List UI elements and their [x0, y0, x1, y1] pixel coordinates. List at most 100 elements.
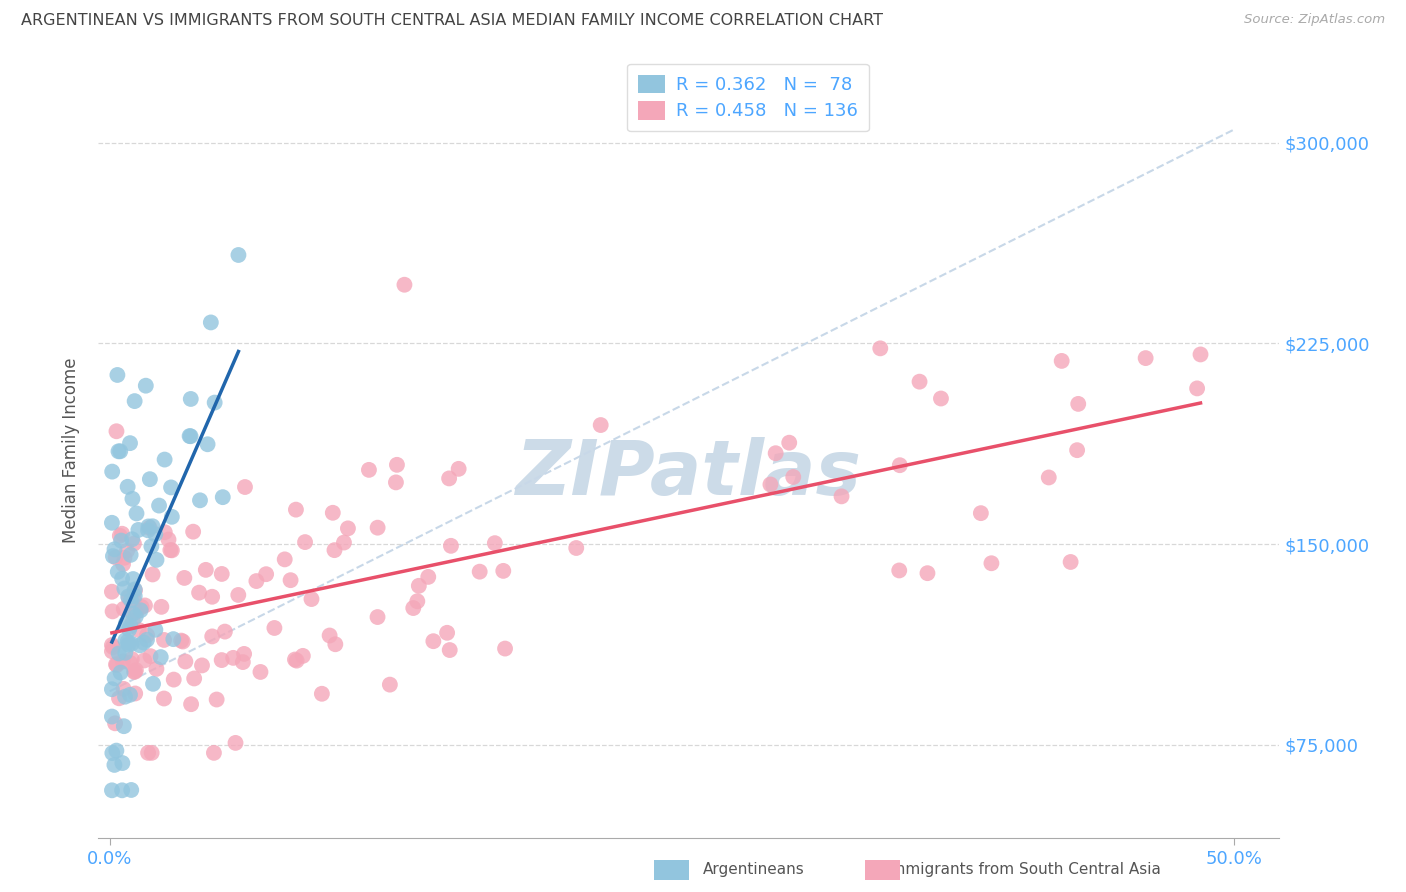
- Point: [318, 628, 340, 642]
- Point: [136, 628, 159, 642]
- Point: [439, 643, 461, 657]
- Point: [385, 475, 408, 490]
- Point: [301, 592, 323, 607]
- Point: [145, 553, 167, 567]
- Point: [107, 565, 129, 579]
- Point: [125, 507, 148, 521]
- Point: [114, 550, 136, 565]
- Point: [127, 523, 149, 537]
- Point: [103, 542, 125, 557]
- Point: [142, 567, 165, 582]
- Point: [134, 599, 156, 613]
- Point: [143, 527, 166, 541]
- Point: [1189, 347, 1212, 361]
- Point: [980, 556, 1002, 570]
- Point: [174, 655, 197, 669]
- Point: [284, 502, 307, 516]
- Point: [765, 446, 787, 460]
- Point: [112, 719, 135, 733]
- Point: [135, 378, 157, 392]
- Point: [117, 637, 139, 651]
- Point: [129, 638, 152, 652]
- Point: [274, 552, 297, 566]
- Point: [153, 525, 176, 540]
- Point: [778, 435, 800, 450]
- Point: [121, 637, 143, 651]
- Point: [385, 458, 408, 472]
- Point: [111, 756, 134, 770]
- Point: [1185, 381, 1208, 395]
- Point: [112, 601, 135, 615]
- Text: ARGENTINEAN VS IMMIGRANTS FROM SOUTH CENTRAL ASIA MEDIAN FAMILY INCOME CORRELATI: ARGENTINEAN VS IMMIGRANTS FROM SOUTH CEN…: [21, 13, 883, 29]
- Point: [336, 521, 359, 535]
- Text: Argentineans: Argentineans: [703, 863, 804, 877]
- Point: [134, 653, 156, 667]
- Point: [121, 652, 143, 666]
- Point: [211, 566, 233, 581]
- Point: [150, 599, 173, 614]
- Point: [170, 633, 193, 648]
- Point: [333, 535, 356, 549]
- Point: [125, 663, 148, 677]
- Point: [149, 650, 172, 665]
- Point: [323, 543, 346, 558]
- Point: [101, 549, 124, 563]
- Point: [107, 647, 129, 661]
- Point: [226, 588, 249, 602]
- Point: [136, 746, 159, 760]
- Point: [294, 535, 316, 549]
- Point: [759, 477, 782, 491]
- Point: [101, 783, 124, 797]
- Point: [104, 671, 127, 685]
- Point: [157, 533, 180, 547]
- Point: [1066, 443, 1088, 458]
- Point: [589, 418, 612, 433]
- Point: [141, 519, 163, 533]
- Point: [160, 543, 183, 558]
- Point: [484, 536, 506, 550]
- Point: [200, 315, 222, 329]
- Point: [122, 572, 145, 586]
- Point: [869, 342, 891, 356]
- Point: [121, 614, 143, 628]
- Point: [111, 783, 134, 797]
- Point: [145, 662, 167, 676]
- Point: [131, 600, 153, 615]
- Point: [107, 444, 129, 458]
- Point: [101, 709, 124, 723]
- Point: [254, 567, 277, 582]
- Point: [104, 550, 127, 565]
- Point: [233, 480, 256, 494]
- Point: [418, 570, 440, 584]
- Point: [108, 691, 131, 706]
- Point: [201, 629, 224, 643]
- Point: [970, 506, 993, 520]
- Point: [406, 594, 429, 608]
- Point: [180, 429, 202, 443]
- Point: [204, 395, 226, 409]
- Point: [105, 657, 128, 672]
- Point: [105, 658, 128, 673]
- Point: [122, 665, 145, 679]
- Point: [284, 652, 307, 666]
- Y-axis label: Median Family Income: Median Family Income: [62, 358, 80, 543]
- Point: [831, 489, 853, 503]
- Point: [782, 470, 804, 484]
- Point: [179, 429, 201, 443]
- Point: [112, 681, 135, 696]
- Point: [145, 623, 167, 637]
- Legend: R = 0.362   N =  78, R = 0.458   N = 136: R = 0.362 N = 78, R = 0.458 N = 136: [627, 63, 869, 131]
- Point: [153, 632, 176, 647]
- Point: [105, 424, 128, 438]
- Point: [136, 524, 159, 538]
- Point: [124, 582, 146, 597]
- Point: [120, 619, 142, 633]
- Point: [139, 472, 162, 486]
- Point: [367, 521, 389, 535]
- Point: [367, 610, 389, 624]
- Point: [122, 536, 145, 550]
- Point: [114, 690, 136, 704]
- Point: [120, 548, 142, 562]
- Point: [183, 672, 205, 686]
- Point: [136, 632, 159, 647]
